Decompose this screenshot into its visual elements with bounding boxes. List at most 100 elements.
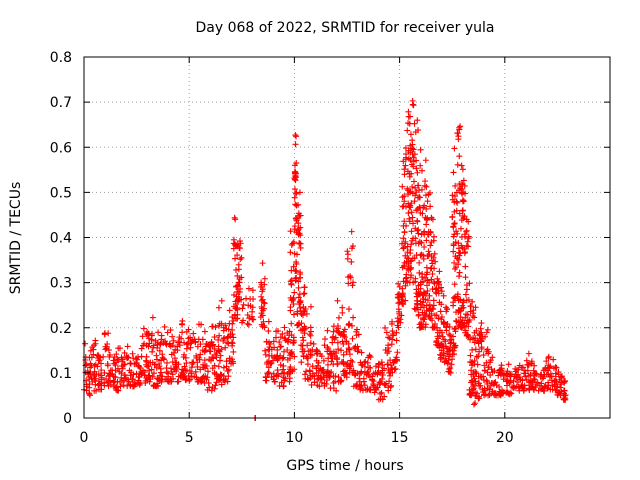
- data-point: [452, 264, 459, 271]
- data-point: [297, 269, 304, 276]
- data-point: [487, 382, 494, 389]
- data-point: [420, 278, 427, 285]
- data-point: [357, 385, 364, 392]
- data-point: [150, 370, 157, 377]
- data-point: [296, 240, 303, 247]
- data-point: [151, 382, 158, 389]
- data-point: [300, 352, 307, 359]
- data-point: [466, 316, 473, 323]
- data-point: [301, 290, 308, 297]
- data-point: [202, 362, 209, 369]
- data-point: [299, 334, 306, 341]
- data-point: [288, 320, 295, 327]
- data-point: [293, 133, 300, 140]
- data-point: [424, 198, 431, 205]
- data-point: [310, 340, 317, 347]
- data-point: [510, 378, 517, 385]
- data-point: [422, 192, 429, 199]
- data-point: [239, 319, 246, 326]
- data-point: [464, 311, 471, 318]
- data-point: [431, 250, 438, 257]
- data-point: [145, 373, 152, 380]
- data-point: [454, 230, 461, 237]
- data-point: [465, 243, 472, 250]
- data-point: [271, 344, 278, 351]
- data-point: [285, 336, 292, 343]
- data-point: [293, 217, 300, 224]
- data-point: [186, 377, 193, 384]
- data-point: [402, 282, 409, 289]
- data-point: [249, 304, 256, 311]
- data-point: [204, 368, 211, 375]
- data-point: [127, 372, 134, 379]
- data-point: [156, 347, 163, 354]
- y-tick-label: 0.1: [50, 366, 72, 382]
- data-point: [411, 255, 418, 262]
- data-point: [287, 364, 294, 371]
- data-point: [181, 363, 188, 370]
- data-point: [409, 214, 416, 221]
- data-point: [189, 359, 196, 366]
- data-point: [401, 198, 408, 205]
- data-point: [404, 243, 411, 250]
- data-point: [460, 177, 467, 184]
- data-point: [456, 210, 463, 217]
- data-point: [321, 380, 328, 387]
- data-point: [463, 286, 470, 293]
- data-point: [466, 280, 473, 287]
- data-point: [410, 102, 417, 109]
- data-point: [399, 183, 406, 190]
- data-point: [438, 329, 445, 336]
- data-point: [188, 370, 195, 377]
- data-point: [340, 351, 347, 358]
- data-point: [218, 381, 225, 388]
- data-point: [168, 365, 175, 372]
- data-point: [303, 368, 310, 375]
- data-point: [420, 255, 427, 262]
- data-point: [405, 113, 412, 120]
- data-point: [143, 353, 150, 360]
- data-point: [385, 342, 392, 349]
- data-point: [260, 305, 267, 312]
- data-point: [183, 360, 190, 367]
- data-point: [438, 288, 445, 295]
- data-point: [133, 355, 140, 362]
- data-point: [558, 374, 565, 381]
- data-point: [340, 358, 347, 365]
- data-point: [201, 357, 208, 364]
- data-point: [158, 369, 165, 376]
- data-point: [171, 355, 178, 362]
- data-point: [401, 171, 408, 178]
- data-point: [91, 368, 98, 375]
- data-point: [454, 161, 461, 168]
- data-point: [121, 349, 128, 356]
- data-point: [456, 153, 463, 160]
- data-point: [486, 392, 493, 399]
- data-point: [291, 289, 298, 296]
- data-point: [274, 357, 281, 364]
- data-point: [341, 334, 348, 341]
- data-point: [89, 378, 96, 385]
- data-point: [275, 371, 282, 378]
- data-point: [450, 223, 457, 230]
- data-point: [265, 364, 272, 371]
- data-point: [436, 332, 443, 339]
- data-point: [377, 390, 384, 397]
- data-point: [396, 291, 403, 298]
- data-point: [421, 311, 428, 318]
- data-point: [476, 348, 483, 355]
- data-point: [451, 259, 458, 266]
- data-point: [471, 375, 478, 382]
- data-point: [378, 389, 385, 396]
- data-point: [203, 376, 210, 383]
- data-point: [475, 353, 482, 360]
- data-point: [423, 302, 430, 309]
- data-point: [495, 372, 502, 379]
- data-point: [395, 318, 402, 325]
- data-point: [209, 323, 216, 330]
- data-point: [485, 364, 492, 371]
- data-point: [288, 280, 295, 287]
- data-point: [467, 352, 474, 359]
- data-point: [401, 218, 408, 225]
- data-point: [453, 198, 460, 205]
